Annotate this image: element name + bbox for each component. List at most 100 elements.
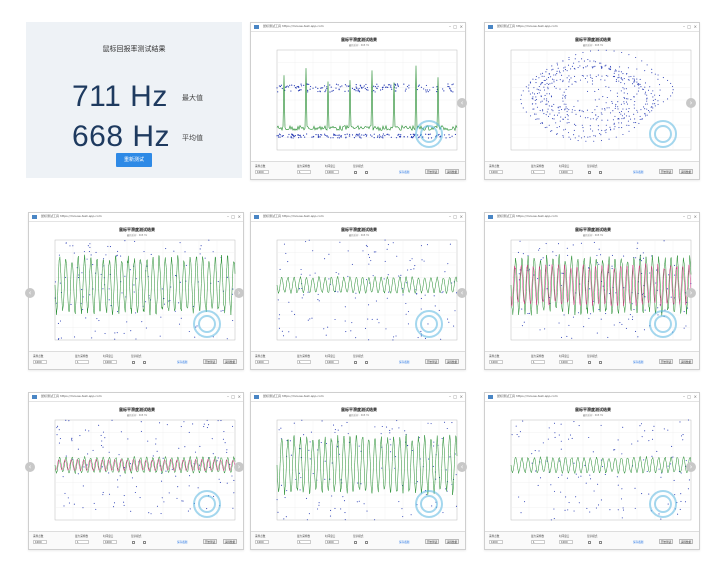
mode-checkbox[interactable] (354, 360, 357, 364)
prev-arrow-icon[interactable]: ‹ (457, 98, 467, 108)
max-sample-field[interactable]: 1 (297, 170, 311, 174)
save-link[interactable]: 保存截图 (633, 361, 644, 364)
prev-arrow-icon[interactable]: ‹ (25, 288, 35, 298)
next-arrow-icon[interactable]: › (686, 98, 696, 108)
time-window-field[interactable]: 1000 (103, 360, 117, 364)
maximize-icon[interactable]: □ (687, 394, 691, 399)
time-window-field[interactable]: 1000 (559, 540, 573, 544)
mode-checkbox[interactable] (365, 540, 368, 544)
start-button[interactable]: 开始测试 (659, 169, 673, 174)
time-window-field[interactable]: 1000 (325, 360, 339, 364)
time-window-field[interactable]: 1000 (103, 540, 117, 544)
max-sample-field[interactable]: 1 (75, 540, 89, 544)
close-icon[interactable]: × (693, 214, 697, 219)
close-icon[interactable]: × (237, 214, 241, 219)
start-button[interactable]: 开始测试 (425, 539, 439, 544)
time-window-field[interactable]: 1000 (325, 170, 339, 174)
minimize-icon[interactable]: – (683, 214, 685, 219)
start-button[interactable]: 开始测试 (203, 359, 217, 364)
minimize-icon[interactable]: – (449, 24, 451, 29)
mode-checkbox[interactable] (588, 170, 591, 174)
max-sample-field[interactable]: 1 (531, 360, 545, 364)
clear-button[interactable]: 清除数据 (223, 539, 237, 544)
close-icon[interactable]: × (459, 394, 463, 399)
mode-checkbox[interactable] (132, 360, 135, 364)
start-button[interactable]: 开始测试 (425, 359, 439, 364)
sample-count-field[interactable]: 1000 (489, 170, 503, 174)
maximize-icon[interactable]: □ (231, 214, 235, 219)
clear-button[interactable]: 清除数据 (445, 169, 459, 174)
minimize-icon[interactable]: – (227, 214, 229, 219)
prev-arrow-icon[interactable]: ‹ (457, 288, 467, 298)
maximize-icon[interactable]: □ (453, 394, 457, 399)
time-window-field[interactable]: 1000 (559, 170, 573, 174)
minimize-icon[interactable]: – (683, 394, 685, 399)
mode-checkbox[interactable] (599, 360, 602, 364)
save-link[interactable]: 保存截图 (633, 541, 644, 544)
maximize-icon[interactable]: □ (687, 214, 691, 219)
clear-button[interactable]: 清除数据 (679, 359, 693, 364)
maximize-icon[interactable]: □ (453, 214, 457, 219)
save-link[interactable]: 保存截图 (177, 541, 188, 544)
time-window-field[interactable]: 1000 (325, 540, 339, 544)
next-arrow-icon[interactable]: › (686, 462, 696, 472)
mode-checkbox[interactable] (365, 170, 368, 174)
maximize-icon[interactable]: □ (453, 24, 457, 29)
time-window-field[interactable]: 1000 (559, 360, 573, 364)
sample-count-field[interactable]: 1000 (255, 540, 269, 544)
max-sample-field[interactable]: 1 (75, 360, 89, 364)
mode-checkbox[interactable] (354, 170, 357, 174)
next-arrow-icon[interactable]: › (234, 462, 244, 472)
mode-checkbox[interactable] (599, 540, 602, 544)
mode-checkbox[interactable] (143, 540, 146, 544)
mode-checkbox[interactable] (588, 360, 591, 364)
close-icon[interactable]: × (693, 24, 697, 29)
data-point (308, 449, 310, 451)
mode-checkbox[interactable] (588, 540, 591, 544)
save-link[interactable]: 保存截图 (177, 361, 188, 364)
clear-button[interactable]: 清除数据 (679, 169, 693, 174)
mode-checkbox[interactable] (599, 170, 602, 174)
minimize-icon[interactable]: – (449, 214, 451, 219)
save-link[interactable]: 保存截图 (399, 541, 410, 544)
mode-checkbox[interactable] (132, 540, 135, 544)
clear-button[interactable]: 清除数据 (679, 539, 693, 544)
max-sample-field[interactable]: 1 (531, 170, 545, 174)
start-button[interactable]: 开始测试 (659, 359, 673, 364)
close-icon[interactable]: × (237, 394, 241, 399)
prev-arrow-icon[interactable]: ‹ (457, 462, 467, 472)
close-icon[interactable]: × (459, 214, 463, 219)
close-icon[interactable]: × (459, 24, 463, 29)
sample-count-field[interactable]: 1000 (33, 540, 47, 544)
sample-count-field[interactable]: 1000 (489, 540, 503, 544)
next-arrow-icon[interactable]: › (234, 288, 244, 298)
maximize-icon[interactable]: □ (687, 24, 691, 29)
minimize-icon[interactable]: – (683, 24, 685, 29)
next-arrow-icon[interactable]: › (686, 288, 696, 298)
save-link[interactable]: 保存截图 (399, 361, 410, 364)
minimize-icon[interactable]: – (227, 394, 229, 399)
prev-arrow-icon[interactable]: ‹ (25, 462, 35, 472)
minimize-icon[interactable]: – (449, 394, 451, 399)
max-sample-field[interactable]: 1 (297, 540, 311, 544)
max-sample-field[interactable]: 1 (297, 360, 311, 364)
sample-count-field[interactable]: 1000 (255, 170, 269, 174)
start-button[interactable]: 开始测试 (203, 539, 217, 544)
clear-button[interactable]: 清除数据 (445, 359, 459, 364)
mode-checkbox[interactable] (365, 360, 368, 364)
sample-count-field[interactable]: 1000 (489, 360, 503, 364)
sample-count-field[interactable]: 1000 (255, 360, 269, 364)
start-button[interactable]: 开始测试 (425, 169, 439, 174)
save-link[interactable]: 保存截图 (399, 171, 410, 174)
start-button[interactable]: 开始测试 (659, 539, 673, 544)
clear-button[interactable]: 清除数据 (445, 539, 459, 544)
restart-test-button[interactable]: 重新测试 (116, 153, 152, 167)
save-link[interactable]: 保存截图 (633, 171, 644, 174)
close-icon[interactable]: × (693, 394, 697, 399)
mode-checkbox[interactable] (143, 360, 146, 364)
max-sample-field[interactable]: 1 (531, 540, 545, 544)
maximize-icon[interactable]: □ (231, 394, 235, 399)
clear-button[interactable]: 清除数据 (223, 359, 237, 364)
sample-count-field[interactable]: 1000 (33, 360, 47, 364)
mode-checkbox[interactable] (354, 540, 357, 544)
